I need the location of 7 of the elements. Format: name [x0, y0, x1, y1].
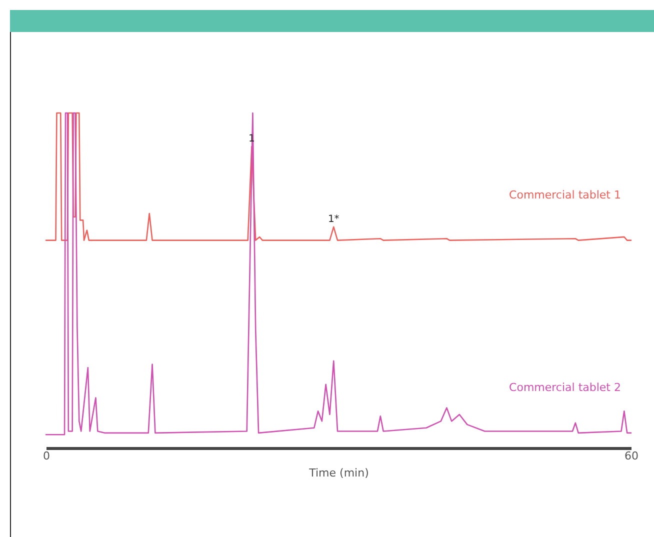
x-tick-label: 0: [43, 450, 50, 462]
x-axis-title: Time (min): [308, 466, 369, 480]
series-label: Commercial tablet 2: [509, 380, 621, 394]
text: Commercial tablet 1: [509, 188, 621, 202]
annotation: 1*: [328, 214, 340, 225]
x-tick-label: 60: [624, 450, 638, 462]
annotation: 1: [248, 134, 255, 144]
